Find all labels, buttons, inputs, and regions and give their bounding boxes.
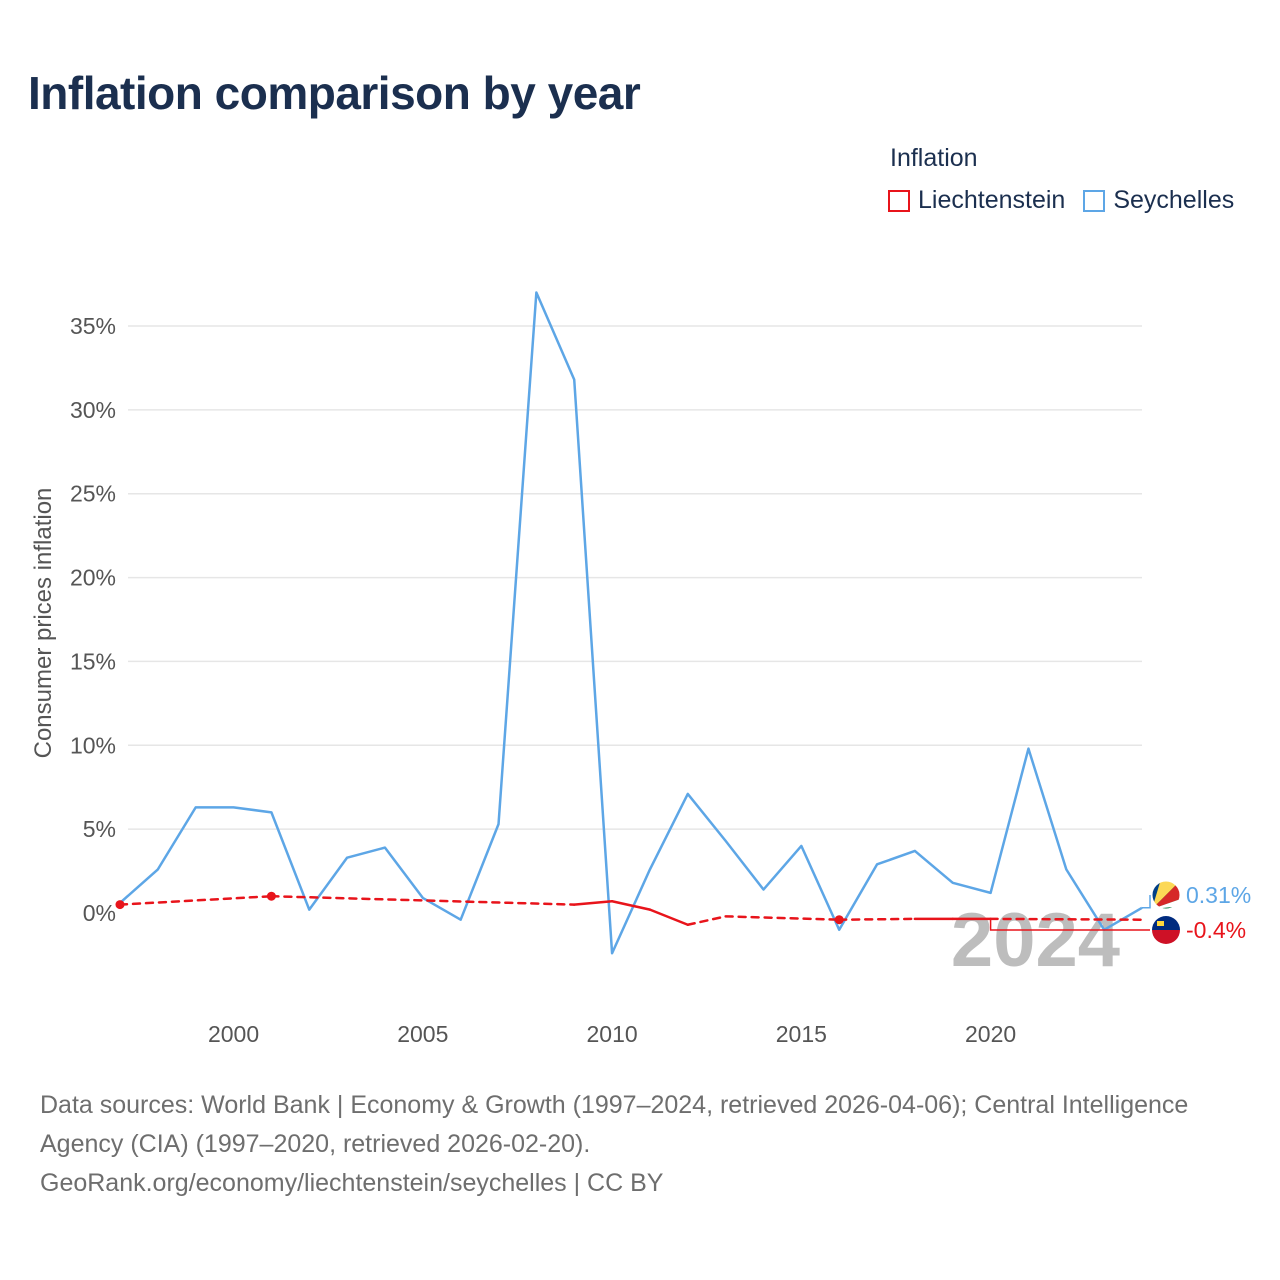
y-tick-label: 25% — [70, 481, 116, 507]
series-segment-liechtenstein — [610, 900, 652, 911]
data-point-liechtenstein — [834, 915, 844, 925]
flag-outline — [1151, 880, 1181, 910]
y-axis-ticks: 0% 5% 10% 15% 20% 25% 30% 35% — [70, 313, 116, 926]
y-axis-label: Consumer prices inflation — [30, 488, 57, 759]
y-tick-label: 5% — [83, 816, 116, 842]
line-chart: 0%5%10%15%20%25%30%35% 2000 2005 2010 2015 2… — [30, 291, 1251, 1047]
data-source-note: Data sources: World Bank | Economy & Gro… — [40, 1086, 1240, 1203]
legend-item-liechtenstein[interactable]: Liechtenstein — [888, 186, 1065, 215]
source-text: Data sources: World Bank | Economy & Gro… — [40, 1091, 1189, 1158]
flag-band — [1152, 881, 1180, 909]
series-segment-liechtenstein — [270, 894, 576, 906]
legend-item-seychelles[interactable]: Seychelles — [1083, 186, 1234, 215]
y-tick-label: 35% — [70, 313, 116, 339]
legend-label-liechtenstein: Liechtenstein — [918, 186, 1066, 214]
series-segment-liechtenstein — [686, 915, 727, 926]
seychelles-flag-fill — [1152, 881, 1180, 909]
series-group — [115, 291, 1144, 955]
series-segment-liechtenstein — [724, 915, 841, 921]
liechtenstein-flag-fill — [1152, 916, 1180, 944]
current-year-label: 2024 — [951, 898, 1120, 983]
end-connector-seychelles — [1142, 895, 1151, 909]
seychelles-flag-icon — [1151, 880, 1181, 910]
series-segment-liechtenstein — [837, 917, 917, 921]
series-segment-liechtenstein — [118, 894, 273, 906]
legend-swatch-seychelles — [1083, 189, 1106, 212]
y-tick-label: 15% — [70, 648, 116, 674]
y-tick-label: 10% — [70, 732, 116, 758]
x-axis-ticks: 2000 2005 2010 2015 2020 — [208, 1021, 1016, 1047]
y-tick-label: 0% — [83, 900, 116, 926]
x-tick-label: 2010 — [586, 1021, 637, 1047]
chart-title: Inflation comparison by year — [28, 67, 641, 119]
x-tick-label: 2020 — [965, 1021, 1016, 1047]
y-tick-label: 20% — [70, 565, 116, 591]
liechtenstein-flag-icon — [1152, 916, 1180, 944]
series-segment-liechtenstein — [989, 917, 1144, 921]
legend: Liechtenstein Seychelles — [888, 186, 1252, 215]
flag-crown — [1157, 921, 1164, 926]
flag-band — [1152, 916, 1180, 930]
y-tick-label: 30% — [70, 397, 116, 423]
source-url[interactable]: GeoRank.org/economy/liechtenstein/seyche… — [40, 1169, 664, 1197]
end-value-seychelles: 0.31% — [1186, 882, 1251, 908]
legend-label-seychelles: Seychelles — [1113, 186, 1235, 214]
x-tick-label: 2015 — [776, 1021, 827, 1047]
x-tick-label: 2000 — [208, 1021, 259, 1047]
series-segment-liechtenstein — [572, 900, 614, 906]
end-value-liechtenstein: -0.4% — [1186, 917, 1246, 943]
end-connector-liechtenstein — [989, 918, 1150, 931]
legend-title: Inflation — [890, 144, 978, 172]
x-tick-label: 2005 — [397, 1021, 448, 1047]
legend-swatch-liechtenstein — [888, 189, 910, 212]
flag-band — [1152, 895, 1180, 909]
end-labels: 0.31% -0.4% — [989, 880, 1251, 944]
grid-lines — [128, 325, 1142, 830]
flag-band — [1152, 930, 1180, 944]
series-line-seychelles — [119, 291, 1143, 955]
series-segment-liechtenstein — [648, 908, 690, 926]
data-point-liechtenstein — [115, 900, 125, 910]
data-point-liechtenstein — [266, 891, 276, 901]
